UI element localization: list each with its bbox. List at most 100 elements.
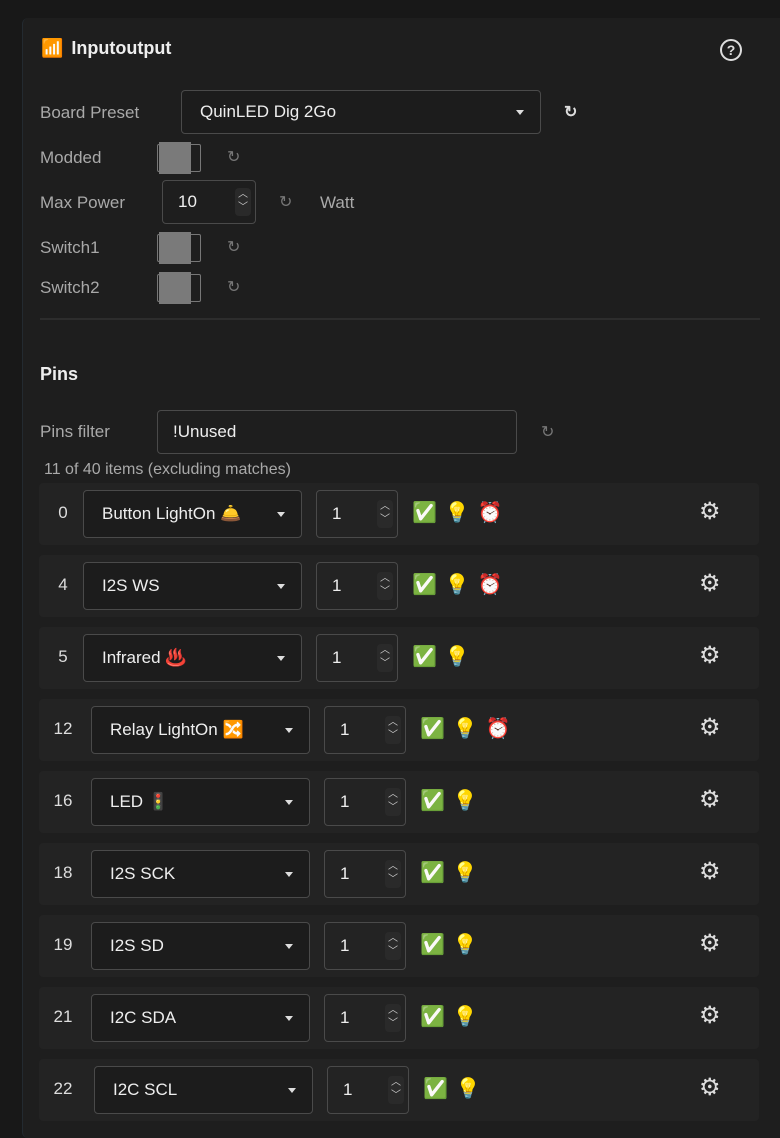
max-power-value: 10 [178,192,197,211]
bulb-icon: 💡 [452,934,478,956]
stepper-icon[interactable]: ︿ ﹀ [377,644,393,672]
pin-usage-select[interactable]: I2S WS [83,562,302,610]
pin-usage-select[interactable]: I2S SD [91,922,310,970]
gear-icon[interactable]: ⚙ [699,1074,721,1101]
pin-value-input[interactable]: 1 ︿ ﹀ [316,634,398,682]
switch1-label: Switch1 [40,238,100,257]
switch1-checkbox[interactable] [157,232,201,264]
pin-value-input[interactable]: 1 ︿ ﹀ [324,994,406,1042]
stepper-icon[interactable]: ︿ ﹀ [388,1076,404,1104]
pin-value-input[interactable]: 1 ︿ ﹀ [324,850,406,898]
pin-usage-value: I2S SD [110,936,164,955]
pin-value: 1 [340,720,350,739]
pin-number: 18 [53,863,73,882]
stepper-icon[interactable]: ︿ ﹀ [385,1004,401,1032]
stepper-icon[interactable]: ︿ ﹀ [385,860,401,888]
stepper-icon[interactable]: ︿ ﹀ [385,788,401,816]
alarm-icon: ⏰ [485,718,511,740]
pin-number: 12 [53,719,73,738]
gear-icon[interactable]: ⚙ [699,786,721,813]
alarm-icon: ⏰ [477,574,503,596]
pin-usage-select[interactable]: I2C SCL [94,1066,313,1114]
router-icon: 📶 [41,38,64,58]
pin-usage-select[interactable]: I2S SCK [91,850,310,898]
gear-icon[interactable]: ⚙ [699,1002,721,1029]
reset-icon[interactable]: ↻ [227,239,241,256]
pin-row: 16 LED 🚦 1 ︿ ﹀ ✅ 💡 ⚙ [39,771,759,833]
gear-icon[interactable]: ⚙ [699,714,721,741]
pin-usage-value: Button LightOn 🛎️ [102,504,242,523]
pins-filter-input[interactable]: !Unused [157,410,517,454]
pin-value: 1 [332,504,342,523]
pin-usage-select[interactable]: LED 🚦 [91,778,310,826]
reset-icon[interactable]: ↻ [227,279,241,296]
check-icon: ✅ [420,718,445,740]
inputoutput-panel: 📶 Inputoutput ? Board Preset QuinLED Dig… [22,18,780,1138]
chevron-down-icon [285,872,293,877]
chevron-down-icon [277,512,285,517]
pin-value: 1 [332,648,342,667]
switch2-checkbox[interactable] [157,272,201,304]
gear-icon[interactable]: ⚙ [699,570,721,597]
pin-row: 12 Relay LightOn 🔀 1 ︿ ﹀ ✅ 💡 ⏰ ⚙ [39,699,759,761]
pin-value: 1 [340,864,350,883]
bulb-icon: 💡 [452,790,478,812]
pin-row: 22 I2C SCL 1 ︿ ﹀ ✅ 💡 ⚙ [39,1059,759,1121]
pin-value: 1 [340,936,350,955]
pin-row: 18 I2S SCK 1 ︿ ﹀ ✅ 💡 ⚙ [39,843,759,905]
gear-icon[interactable]: ⚙ [699,930,721,957]
pin-row: 19 I2S SD 1 ︿ ﹀ ✅ 💡 ⚙ [39,915,759,977]
reset-icon[interactable]: ↻ [541,424,555,441]
gear-icon[interactable]: ⚙ [699,642,721,669]
check-icon: ✅ [412,502,437,524]
stepper-icon[interactable]: ︿ ﹀ [235,188,251,216]
check-icon: ✅ [420,934,445,956]
pin-value: 1 [332,576,342,595]
pin-value: 1 [340,1008,350,1027]
pin-number: 22 [53,1079,73,1098]
help-circle-icon[interactable]: ? [720,39,742,61]
pin-usage-value: I2C SDA [110,1008,177,1027]
pin-value: 1 [340,792,350,811]
check-icon: ✅ [412,574,437,596]
chevron-down-icon [277,656,285,661]
bulb-icon: 💡 [455,1078,481,1100]
pin-value-input[interactable]: 1 ︿ ﹀ [316,490,398,538]
pin-number: 21 [53,1007,73,1026]
stepper-icon[interactable]: ︿ ﹀ [385,716,401,744]
check-icon: ✅ [412,646,437,668]
chevron-down-icon [516,110,524,115]
modded-checkbox[interactable] [157,142,201,174]
pin-number: 0 [58,503,68,522]
max-power-unit: Watt [320,193,355,212]
pin-row: 0 Button LightOn 🛎️ 1 ︿ ﹀ ✅ 💡 ⏰ ⚙ [39,483,759,545]
reset-icon[interactable]: ↻ [564,104,578,121]
pin-value-input[interactable]: 1 ︿ ﹀ [316,562,398,610]
bulb-icon: 💡 [444,646,470,668]
gear-icon[interactable]: ⚙ [699,498,721,525]
pin-number: 19 [53,935,73,954]
board-preset-select[interactable]: QuinLED Dig 2Go [181,90,541,134]
pin-usage-select[interactable]: Relay LightOn 🔀 [91,706,310,754]
max-power-label: Max Power [40,193,126,212]
pin-value-input[interactable]: 1 ︿ ﹀ [324,706,406,754]
chevron-down-icon [288,1088,296,1093]
chevron-down-icon [285,944,293,949]
stepper-icon[interactable]: ︿ ﹀ [377,572,393,600]
pin-value-input[interactable]: 1 ︿ ﹀ [324,778,406,826]
pin-usage-select[interactable]: Button LightOn 🛎️ [83,490,302,538]
reset-icon[interactable]: ↻ [227,149,241,166]
stepper-icon[interactable]: ︿ ﹀ [385,932,401,960]
pin-value-input[interactable]: 1 ︿ ﹀ [327,1066,409,1114]
check-icon: ✅ [420,1006,445,1028]
panel-title: Inputoutput [71,38,172,58]
gear-icon[interactable]: ⚙ [699,858,721,885]
stepper-icon[interactable]: ︿ ﹀ [377,500,393,528]
chevron-down-icon [285,728,293,733]
pin-value-input[interactable]: 1 ︿ ﹀ [324,922,406,970]
pin-usage-select[interactable]: Infrared ♨️ [83,634,302,682]
reset-icon[interactable]: ↻ [279,194,293,211]
pin-usage-select[interactable]: I2C SDA [91,994,310,1042]
pin-row: 4 I2S WS 1 ︿ ﹀ ✅ 💡 ⏰ ⚙ [39,555,759,617]
max-power-input[interactable]: 10 ︿ ﹀ [162,180,256,224]
